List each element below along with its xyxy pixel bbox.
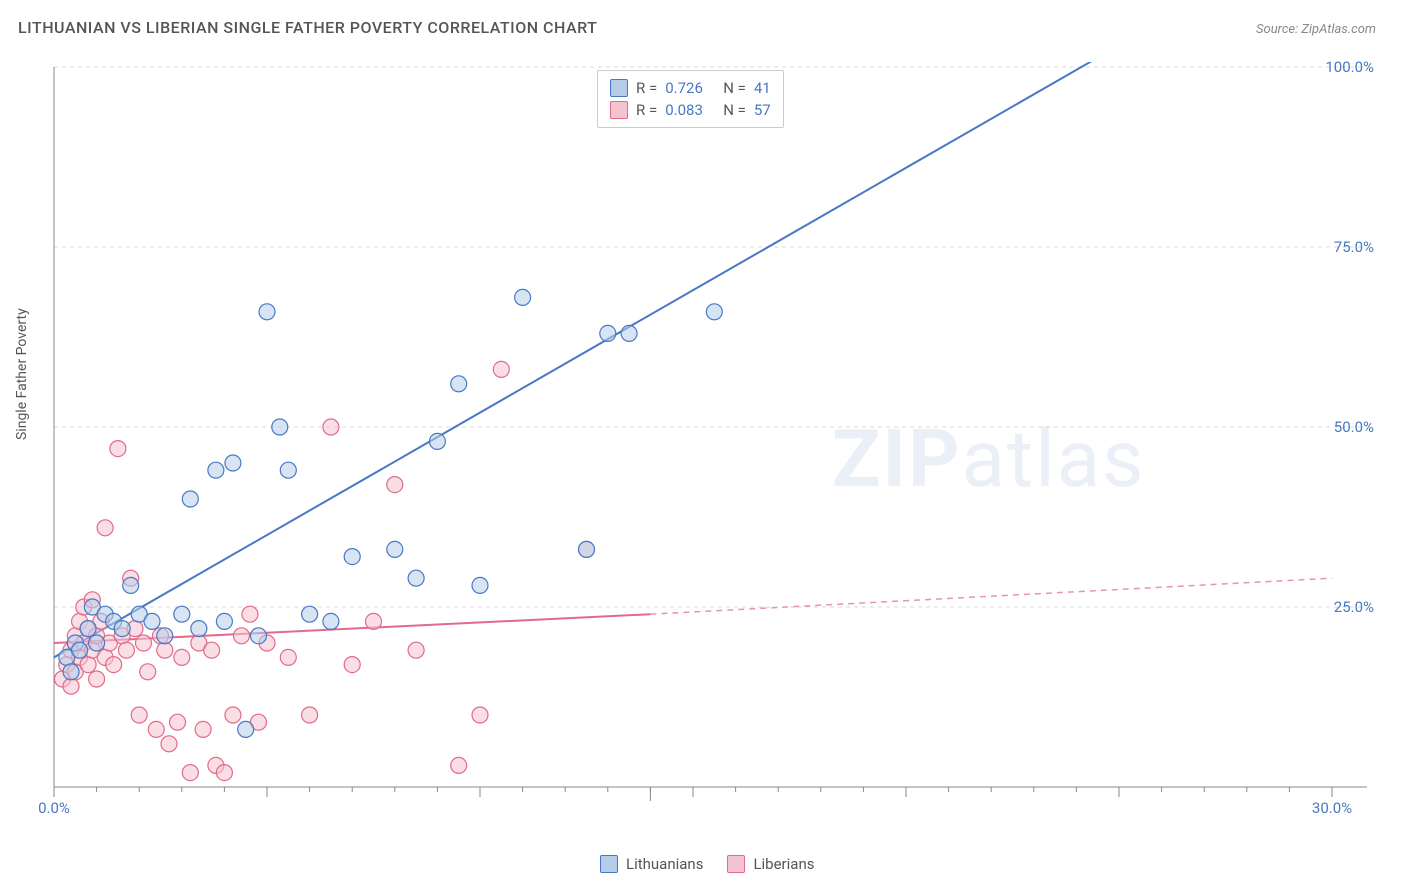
swatch-liberians: [610, 101, 628, 119]
n-label: N =: [723, 79, 746, 97]
ytick-label: 75.0%: [1334, 238, 1374, 256]
source-label: Source: ZipAtlas.com: [1256, 22, 1376, 37]
series-legend: Lithuanians Liberians: [600, 855, 814, 873]
plot-svg: [52, 62, 1372, 822]
r-value-b: 0.083: [665, 101, 715, 119]
r-label: R =: [636, 79, 657, 97]
y-axis-label: Single Father Poverty: [14, 308, 30, 440]
legend-item-a: Lithuanians: [600, 855, 703, 873]
xtick-label: 30.0%: [1312, 799, 1352, 817]
swatch-lithuanians: [610, 79, 628, 97]
chart-title: LITHUANIAN VS LIBERIAN SINGLE FATHER POV…: [18, 18, 597, 37]
legend-label-a: Lithuanians: [626, 855, 703, 873]
ytick-label: 50.0%: [1334, 418, 1374, 436]
n-value-a: 41: [754, 79, 771, 97]
ytick-label: 25.0%: [1334, 598, 1374, 616]
xtick-label: 0.0%: [38, 799, 70, 817]
ytick-label: 100.0%: [1325, 58, 1374, 76]
correlation-legend: R = 0.726 N = 41 R = 0.083 N = 57: [597, 70, 784, 128]
legend-row-a: R = 0.726 N = 41: [610, 77, 771, 99]
legend-row-b: R = 0.083 N = 57: [610, 99, 771, 121]
swatch-lithuanians-icon: [600, 855, 618, 873]
n-label: N =: [723, 101, 746, 119]
swatch-liberians-icon: [727, 855, 745, 873]
n-value-b: 57: [754, 101, 771, 119]
scatter-plot: ZIPatlas R = 0.726 N = 41 R = 0.083 N = …: [52, 62, 1372, 822]
legend-item-b: Liberians: [727, 855, 814, 873]
r-label: R =: [636, 101, 657, 119]
r-value-a: 0.726: [665, 79, 715, 97]
legend-label-b: Liberians: [753, 855, 814, 873]
